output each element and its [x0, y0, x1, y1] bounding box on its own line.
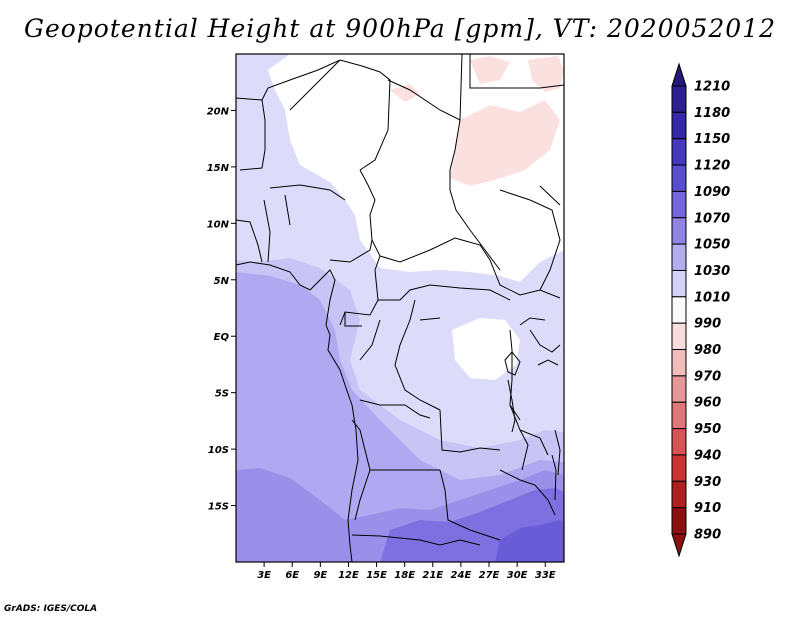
colorbar: 1210 1180 1150 1120 1090 1070 1050 1030 1010 990 9… [671, 62, 730, 558]
colorbar-segment [671, 428, 687, 456]
lakes [419, 317, 561, 476]
lon-tick-label: 6E [285, 570, 299, 581]
country-borders [236, 54, 564, 546]
colorbar-label: 1090 [694, 185, 730, 200]
colorbar-label: 1180 [694, 106, 730, 121]
colorbar-segment [671, 375, 687, 403]
colorbar-bottom-arrow [671, 533, 687, 558]
map-frame [235, 53, 565, 563]
field-980-patch-egypt [528, 56, 564, 92]
colorbar-segment [671, 164, 687, 192]
lat-tick-label: 10S [208, 445, 229, 456]
colorbar-label: 910 [694, 501, 721, 516]
colorbar-segment [671, 217, 687, 245]
lat-tick-label: 5S [215, 389, 229, 400]
colorbar-label: 1150 [694, 132, 730, 147]
coastline [236, 261, 359, 562]
longitude-axis: 3E 6E 9E 12E 15E 18E 21E 24E 27E 30E 33E [257, 562, 556, 581]
colorbar-label: 1120 [694, 159, 730, 174]
colorbar-segment [671, 401, 687, 430]
field-990-patch-east [452, 318, 520, 380]
lon-tick-label: 33E [535, 570, 556, 581]
colorbar-segment [671, 296, 687, 324]
colorbar-segment [671, 507, 687, 535]
colorbar-label: 990 [694, 317, 721, 332]
lon-tick-label: 27E [479, 570, 500, 581]
colorbar-label: 890 [694, 528, 721, 543]
lon-tick-label: 9E [313, 570, 327, 581]
colorbar-label: 1070 [694, 211, 730, 226]
lon-tick-label: 30E [507, 570, 528, 581]
plot-title: Geopotential Height at 900hPa [gpm], VT:… [23, 14, 777, 43]
lon-tick-label: 12E [338, 570, 359, 581]
colorbar-segment [671, 85, 687, 113]
colorbar-label: 950 [694, 422, 721, 437]
colorbar-label: 1050 [694, 238, 730, 253]
colorbar-label: 980 [694, 343, 721, 358]
field-980-patch-north [470, 56, 510, 84]
colorbar-segment [671, 111, 687, 140]
colorbar-segment [671, 349, 687, 377]
colorbar-label: 960 [694, 396, 721, 411]
geopotential-field [236, 54, 564, 562]
lat-tick-label: 10N [207, 219, 230, 230]
colorbar-segment [671, 322, 687, 351]
colorbar-segment [671, 454, 687, 482]
colorbar-label: 940 [694, 448, 721, 463]
lat-tick-label: 15N [207, 163, 230, 174]
colorbar-label: 1030 [694, 264, 730, 279]
lat-tick-label: 5N [214, 276, 230, 287]
latitude-axis: 20N 15N 10N 5N EQ 5S 10S 15S [207, 106, 236, 513]
lat-tick-label: 20N [207, 106, 230, 117]
field-1050-band [236, 272, 564, 562]
colorbar-label: 970 [694, 369, 721, 384]
colorbar-segment [671, 243, 687, 271]
colorbar-segment [671, 190, 687, 219]
field-980-patch-sudan [450, 100, 560, 186]
lon-tick-label: 3E [257, 570, 271, 581]
lat-tick-label: 15S [208, 502, 229, 513]
lon-tick-label: 21E [422, 570, 443, 581]
field-980-patch-small [390, 84, 420, 102]
colorbar-label: 1210 [694, 80, 730, 95]
grads-credit: GrADS: IGES/COLA [4, 604, 98, 614]
colorbar-segment [671, 480, 687, 509]
field-high-band [495, 520, 564, 562]
colorbar-label: 1010 [694, 290, 730, 305]
colorbar-segment [671, 138, 687, 166]
colorbar-top-arrow [671, 62, 687, 87]
colorbar-label: 930 [694, 475, 721, 490]
lat-tick-label: EQ [214, 332, 230, 343]
lon-tick-label: 18E [394, 570, 415, 581]
lon-tick-label: 24E [451, 570, 472, 581]
lon-tick-label: 15E [366, 570, 387, 581]
colorbar-segment [671, 269, 687, 298]
